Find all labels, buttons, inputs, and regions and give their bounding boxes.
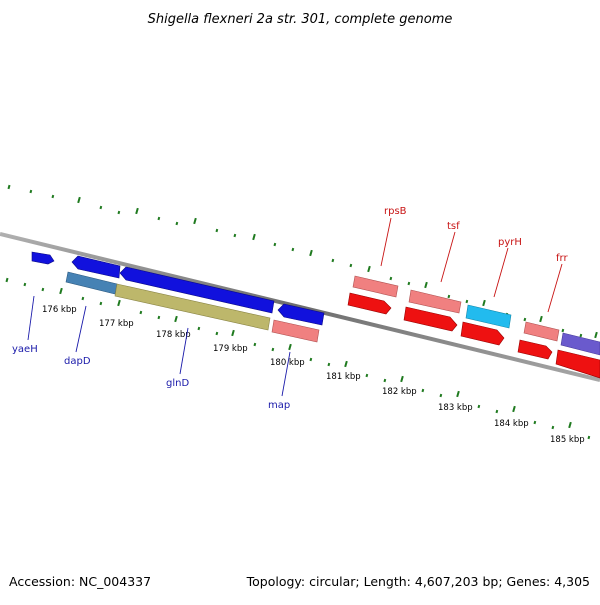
gene-pyrH-lower	[460, 321, 505, 346]
forward-gene-labels: rpsB tsf pyrH frr	[380, 206, 568, 313]
gene-rpsB	[347, 292, 392, 315]
forward-strand-upper	[352, 275, 600, 356]
kbp-label: 184 kbp	[494, 419, 529, 429]
genome-summary-text: Topology: circular; Length: 4,607,203 bp…	[246, 574, 590, 589]
gene-label-dapD: dapD	[64, 356, 91, 367]
forward-strand-lower	[347, 292, 600, 379]
kbp-label: 185 kbp	[550, 435, 585, 445]
gene-label-rpsB: rpsB	[384, 206, 407, 217]
gene-label-yaeH: yaeH	[12, 344, 38, 355]
gene-tsf-upper	[408, 289, 462, 314]
gene-yaeH	[31, 251, 55, 265]
gene-label-tsf: tsf	[447, 221, 460, 232]
kbp-label: 176 kbp	[42, 305, 77, 315]
gene-map	[271, 319, 320, 343]
gene-dapD	[65, 271, 118, 295]
reverse-gene-labels: yaeH dapD glnD map	[12, 295, 291, 411]
gene-glnD-lower	[114, 283, 271, 331]
gene-frr	[517, 339, 553, 360]
gene-rpsB-upper	[352, 275, 399, 298]
reverse-strand-lower	[65, 271, 320, 343]
outer-tick-ring	[7, 184, 598, 339]
gene-label-glnD: glnD	[166, 378, 189, 389]
kbp-labels: 176 kbp 177 kbp 178 kbp 179 kbp 180 kbp …	[42, 305, 585, 445]
kbp-label: 181 kbp	[326, 372, 361, 382]
inner-tick-ring	[5, 277, 591, 440]
kbp-label: 180 kbp	[270, 358, 305, 368]
reverse-strand-upper	[31, 251, 325, 326]
gene-next-upper	[560, 332, 600, 356]
map-title: Shigella flexneri 2a str. 301, complete …	[148, 12, 453, 27]
kbp-label: 179 kbp	[213, 344, 248, 354]
genome-backbone	[0, 232, 600, 382]
kbp-label: 183 kbp	[438, 403, 473, 413]
accession-text: Accession: NC_004337	[9, 574, 151, 589]
gene-tsf	[403, 306, 458, 332]
gene-map-upper	[277, 303, 325, 326]
gene-glnD	[119, 266, 275, 314]
gene-pyrH	[465, 304, 512, 329]
gene-label-frr: frr	[556, 253, 568, 264]
gene-label-pyrH: pyrH	[498, 237, 522, 248]
kbp-label: 177 kbp	[99, 319, 134, 329]
gene-frr-upper	[523, 321, 560, 342]
gene-next-lower	[555, 349, 600, 379]
gene-dapD-upper	[71, 255, 121, 279]
kbp-label: 178 kbp	[156, 330, 191, 340]
gene-label-map: map	[268, 400, 290, 411]
kbp-label: 182 kbp	[382, 387, 417, 397]
